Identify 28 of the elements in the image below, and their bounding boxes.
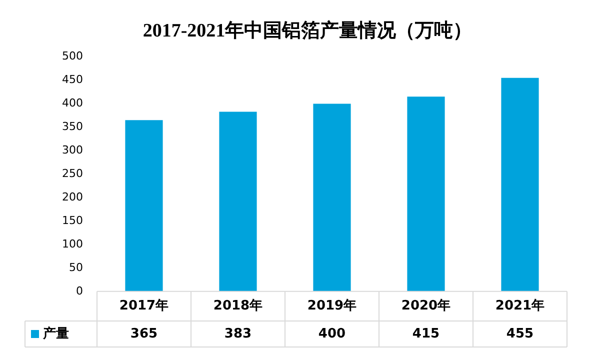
y-tick-label: 400: [62, 96, 83, 110]
y-tick-label: 100: [62, 237, 83, 250]
chart-title: 2017-2021年中国铝箔产量情况（万吨）: [142, 19, 472, 42]
y-tick-label: 50: [68, 260, 83, 274]
bar: [313, 104, 351, 292]
y-tick-label: 250: [62, 166, 83, 180]
data-label: 383: [224, 326, 252, 342]
bar: [219, 112, 257, 292]
bar: [407, 96, 445, 292]
x-tick-label: 2020年: [401, 298, 451, 314]
y-tick-label: 150: [62, 214, 83, 227]
data-label: 455: [506, 326, 534, 342]
y-tick-label: 0: [76, 284, 83, 298]
x-tick-label: 2021年: [495, 298, 545, 314]
y-tick-label: 200: [62, 190, 83, 204]
y-tick-label: 450: [62, 73, 83, 86]
x-tick-label: 2017年: [119, 298, 169, 314]
legend-label: 产量: [42, 325, 69, 342]
x-tick-label: 2019年: [307, 298, 357, 314]
y-tick-label: 500: [62, 50, 83, 63]
data-label: 400: [318, 326, 346, 342]
data-label: 415: [412, 326, 440, 342]
y-tick-label: 300: [62, 144, 83, 156]
y-tick-label: 350: [62, 120, 83, 134]
data-label: 365: [130, 326, 158, 342]
bar: [501, 78, 539, 292]
bar: [125, 120, 163, 292]
x-tick-label: 2018年: [213, 298, 263, 314]
